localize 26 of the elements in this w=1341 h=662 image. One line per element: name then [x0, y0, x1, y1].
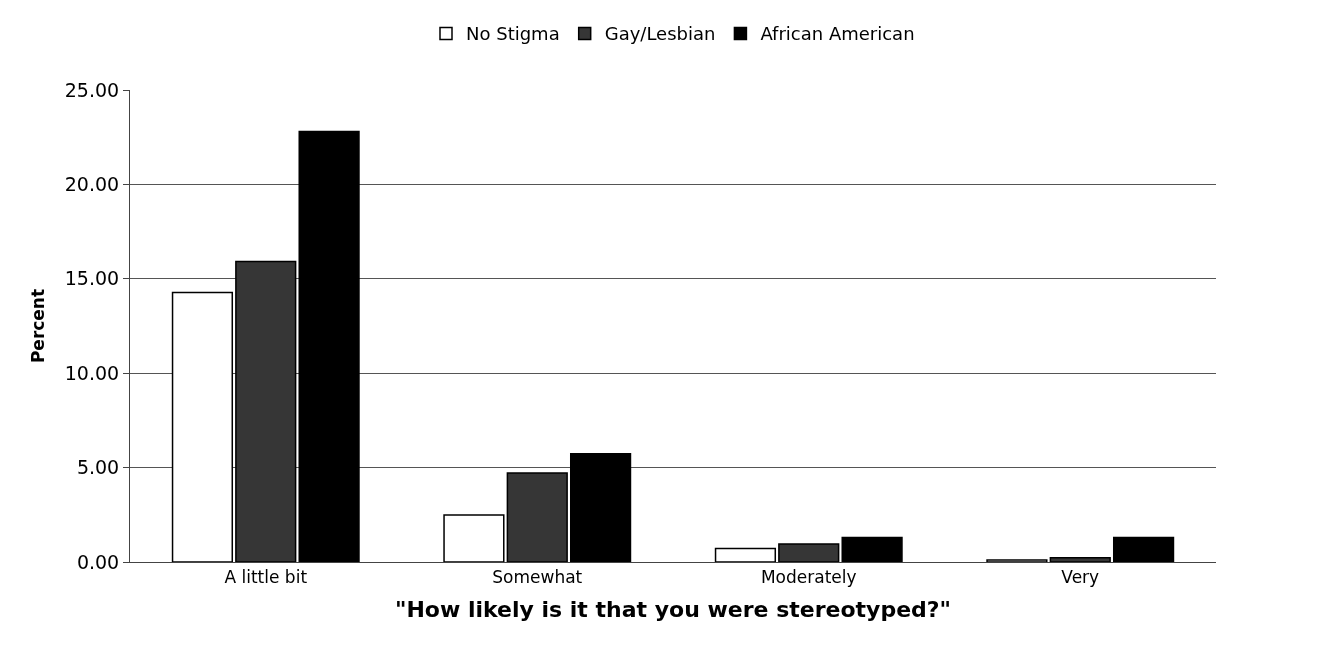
bar	[714, 547, 777, 562]
x-tick-label: A little bit	[224, 567, 308, 588]
y-tick-label: 15.00	[64, 267, 120, 290]
bar	[171, 291, 234, 562]
y-tick-label: 0.00	[76, 550, 120, 573]
bar	[1112, 536, 1175, 562]
bar	[841, 536, 903, 562]
legend-label: Gay/Lesbian	[604, 23, 716, 45]
y-tick-label: 10.00	[64, 361, 120, 384]
x-axis-title: "How likely is it that you were stereotyped?"	[394, 597, 952, 623]
legend-label: No Stigma	[466, 23, 560, 45]
x-tick-label: Moderately	[760, 567, 857, 588]
bar	[569, 452, 632, 562]
y-tick-label: 5.00	[76, 456, 120, 479]
y-tick-label: 25.00	[64, 78, 120, 101]
bar	[443, 514, 505, 562]
bar	[235, 260, 297, 562]
y-axis-title: Percent	[28, 288, 49, 364]
y-tick-label: 20.00	[64, 173, 120, 196]
bar	[778, 543, 840, 562]
x-tick-label: Somewhat	[492, 567, 583, 588]
bar	[1049, 557, 1111, 562]
bar	[298, 130, 360, 562]
bar	[506, 472, 568, 562]
legend-label: African American	[760, 23, 915, 45]
x-tick-label: Very	[1061, 567, 1100, 588]
